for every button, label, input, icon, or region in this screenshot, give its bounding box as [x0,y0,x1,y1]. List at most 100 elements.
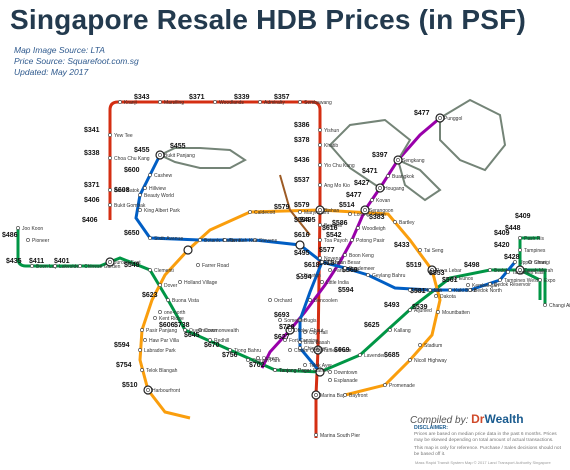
station-farrer-road: Farrer Road [196,263,229,269]
station-name: Pasir Panjang [146,328,177,334]
station-price: $411 [29,258,44,265]
station-marker [513,260,517,264]
station-name: Kent Ridge [159,316,184,322]
station-tan-kah-kee: Tan Kah Kee [223,238,258,244]
station-marker [370,198,374,202]
station-marker [418,343,422,347]
station-nicoll-highway: Nicoll Highway $685 [384,352,447,364]
station-price: $669 [334,347,350,354]
station-price: $600 [124,167,140,174]
map-footer: Mass Rapid Transit System Map © 2017 Lan… [415,460,551,465]
station-bukit-gombak: Bukit Gombak $406 [84,197,146,209]
station-labrador-park: Labrador Park $594 [114,342,176,354]
station-sengkang: Sengkang $397 [372,152,425,164]
station-name: Commonwealth [204,328,239,334]
station-name: Labrador Park [144,348,176,354]
disclaimer-text: Prices are based on median price data in… [414,431,557,443]
station-name: Bencoolen [314,298,338,304]
station-price: $471 [362,168,378,175]
station-name: Raffles Place [322,348,352,354]
station-name: Somerset [284,318,306,324]
station-name: Joo Koon [22,226,43,232]
station-name: Cashew [154,173,172,179]
station-orchard: Orchard [268,298,292,304]
station-name: Admiralty [264,100,285,106]
station-marker [396,158,400,162]
station-price: $435 [6,258,22,265]
station-name: King Albert Park [144,208,180,214]
station-price: $594 [296,274,312,281]
station-marker [140,328,144,332]
station-price: $542 [326,232,342,239]
station-price: $338 [84,150,100,157]
station-price: $537 [294,177,310,184]
station-name: Caldecott [254,210,276,216]
station-name: Bedok Reservoir [494,282,531,288]
station-price: $420 [494,242,510,249]
station-marker [538,278,542,282]
station-marker [318,128,322,132]
te-line [279,174,311,236]
station-paya-lebar: Paya Lebar $519 [406,262,462,274]
station-bedok-reservoir: Bedok Reservoir [488,282,531,288]
station-price: $427 [354,180,370,187]
station-marker [228,348,232,352]
station-price: $754 [116,362,132,369]
station-name: Eunos [459,276,474,282]
station-marker [288,348,292,352]
station-marker [316,348,320,352]
station-price: $343 [134,94,150,101]
station-rochor: Rochor [320,260,342,266]
station-newton: Newton [298,273,321,279]
station-marker [356,226,360,230]
station-stevens: Stevens [253,238,278,244]
station-queenstown: Queenstown $606 [159,322,217,334]
station-name: Lavender [364,353,385,359]
station-marker [26,238,30,242]
station-name: Tampines West [504,278,539,284]
station-price: $616 [294,232,310,239]
station-changi-airport: Changi Airport [543,303,570,309]
station-marker [198,238,202,242]
station-price: $594 [114,342,130,349]
station-stadium: Stadium [418,343,442,349]
station-name: Bartley [399,220,415,226]
station-marker [108,133,112,137]
station-name: one-north [164,310,186,316]
station-ang-mo-kio: Ang Mo Kio $537 [294,177,350,189]
station-name: Lakeside [59,264,79,270]
station-name: Stevens [259,238,278,244]
station-price: $477 [346,192,362,199]
station-lavender: Lavender $669 [334,347,385,359]
station-name: Farrer Road [202,263,229,269]
station-marker [166,298,170,302]
station-price: $378 [294,137,310,144]
station-marker [298,318,302,322]
station-name: City Hall [309,330,328,336]
station-yishun: Yishun $386 [294,122,339,134]
station-name: Stadium [424,343,442,349]
station-tampines: Tampines $420 [494,242,546,254]
station-marker [148,268,152,272]
extra-price: $409 [515,213,531,220]
station-name: Changi Airport [549,303,570,309]
station-marker [350,238,354,242]
station-marker [358,353,362,357]
station-marker [428,288,432,292]
station-name: Bukit Panjang [164,153,195,159]
station-price: $645 [184,332,200,339]
station-buangkok: Buangkok $471 [362,168,415,180]
station-marker [518,236,522,240]
station-clementi: Clementi $548 [124,262,174,274]
station-commonwealth: Commonwealth $738 [174,322,239,334]
station-name: Marina South Pier [320,433,360,439]
station-marker [386,174,390,178]
station-marker [178,280,182,284]
station-name: Farrer Park [334,268,360,274]
station-esplanade: Esplanade [328,378,358,384]
station-marker [148,236,152,240]
disclaimer-text-2: This map is only for reference. Purchase… [414,446,561,458]
station-marker [118,100,122,104]
station-yew-tee: Yew Tee $341 [84,127,133,139]
station-bishan: Bishan $579 [294,202,340,214]
